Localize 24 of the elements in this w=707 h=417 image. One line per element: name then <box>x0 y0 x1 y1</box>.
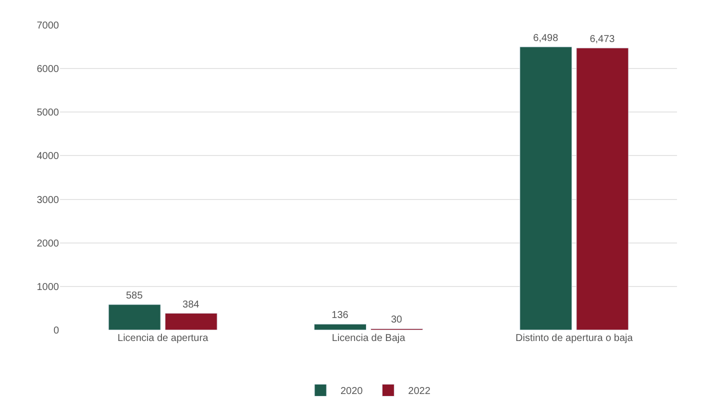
bar <box>164 313 218 330</box>
x-tick-label: Licencia de Baja <box>332 333 406 344</box>
data-label: 136 <box>332 310 349 322</box>
data-label: 6,498 <box>533 32 559 44</box>
x-tick-label: Distinto de apertura o baja <box>516 333 634 344</box>
data-label: 384 <box>182 299 200 310</box>
y-tick-label: 6000 <box>36 64 60 76</box>
y-tick-label: 5000 <box>36 108 60 119</box>
bar <box>576 48 629 330</box>
bar <box>108 304 161 330</box>
y-tick-label: 2000 <box>36 238 60 250</box>
data-label: 30 <box>391 314 403 326</box>
y-tick-label: 0 <box>53 326 60 336</box>
legend-label: 2020 <box>340 386 364 398</box>
data-label: 6,473 <box>590 34 616 45</box>
y-tick-label: 1000 <box>36 282 60 293</box>
bar <box>314 324 366 330</box>
y-tick-label: 4000 <box>36 151 60 162</box>
y-tick-label: 7000 <box>36 20 60 32</box>
y-tick-label: 3000 <box>36 194 60 206</box>
bar <box>520 46 572 330</box>
legend-label: 2022 <box>408 386 431 398</box>
data-label: 585 <box>126 290 144 302</box>
x-tick-label: Licencia de apertura <box>118 333 209 344</box>
